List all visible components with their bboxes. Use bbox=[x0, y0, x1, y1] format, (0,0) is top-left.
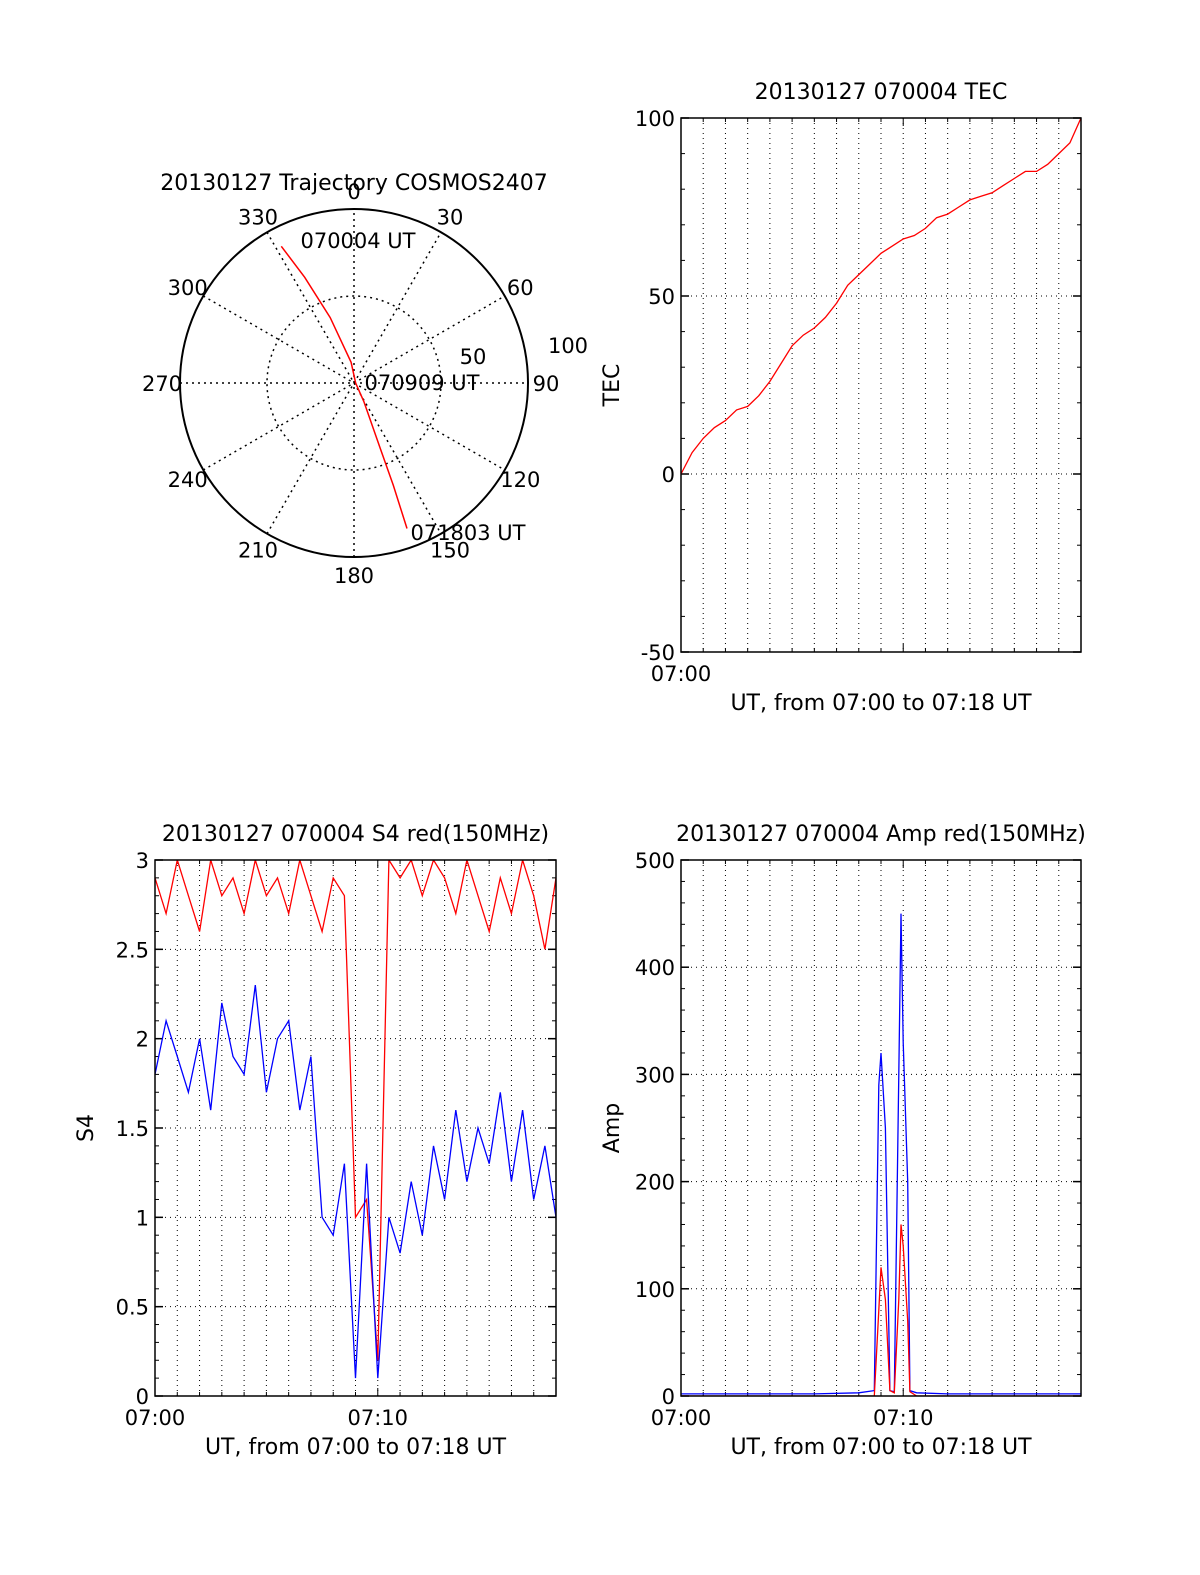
y-tick-label: 0 bbox=[136, 1385, 149, 1409]
angle-tick-label: 120 bbox=[500, 468, 540, 492]
angle-tick-label: 180 bbox=[334, 564, 374, 588]
plot-frame bbox=[154, 859, 557, 1397]
series-line-1 bbox=[681, 1224, 1081, 1396]
plot-frame bbox=[680, 117, 1082, 653]
y-axis-label: S4 bbox=[74, 1114, 99, 1142]
radial-tick-label: 50 bbox=[460, 345, 487, 369]
x-axis-label: UT, from 07:00 to 07:18 UT bbox=[730, 691, 1032, 716]
x-tick-label: 07:00 bbox=[651, 662, 712, 686]
x-tick-label: 07:10 bbox=[873, 1406, 934, 1430]
x-tick-label: 07:10 bbox=[348, 1406, 409, 1430]
trajectory-line bbox=[280, 245, 408, 529]
x-tick-label: 07:00 bbox=[651, 1406, 712, 1430]
chart-title: 20130127 070004 Amp red(150MHz) bbox=[676, 822, 1086, 847]
angle-tick-label: 0 bbox=[347, 180, 360, 204]
s4-line-chart: 20130127 070004 S4 red(150MHz) 0 0.5 1 1.5 2 2… bbox=[74, 822, 557, 1460]
chart-title: 20130127 070004 TEC bbox=[755, 80, 1008, 105]
angle-tick-label: 240 bbox=[168, 468, 208, 492]
y-tick-label: 0.5 bbox=[116, 1296, 149, 1320]
y-tick-label: 1 bbox=[136, 1206, 149, 1230]
y-tick-label: 500 bbox=[635, 849, 675, 873]
x-axis-label: UT, from 07:00 to 07:18 UT bbox=[730, 1435, 1032, 1460]
y-axis-label: Amp bbox=[600, 1103, 625, 1153]
y-tick-label: 2 bbox=[136, 1028, 149, 1052]
chart-title: 20130127 070004 S4 red(150MHz) bbox=[162, 822, 549, 847]
y-tick-label: 0 bbox=[662, 1385, 675, 1409]
y-tick-label: 300 bbox=[635, 1063, 675, 1087]
radial-tick-label: 100 bbox=[548, 334, 588, 358]
y-tick-label: 200 bbox=[635, 1171, 675, 1195]
y-tick-label: 50 bbox=[648, 285, 675, 309]
angle-tick-label: 30 bbox=[437, 206, 464, 230]
chart-title: 20130127 Trajectory COSMOS2407 bbox=[160, 171, 547, 196]
plot-frame bbox=[680, 859, 1082, 1397]
angle-tick-label: 330 bbox=[238, 206, 278, 230]
y-tick-label: 2.5 bbox=[116, 938, 149, 962]
tec-line-chart: 20130127 070004 TEC -50 0 50 100 07:00 UT, fro… bbox=[600, 80, 1082, 716]
y-tick-label: 1.5 bbox=[116, 1117, 149, 1141]
trajectory-time-annotation: 071803 UT bbox=[410, 521, 525, 545]
y-tick-label: -50 bbox=[641, 641, 675, 665]
y-tick-label: 100 bbox=[635, 1278, 675, 1302]
series-line-0 bbox=[681, 118, 1081, 475]
x-axis-label: UT, from 07:00 to 07:18 UT bbox=[205, 1435, 507, 1460]
angle-tick-label: 150 bbox=[430, 538, 470, 562]
amp-line-chart: 20130127 070004 Amp red(150MHz) 0 100 200 30… bbox=[600, 822, 1086, 1460]
y-axis-label: TEC bbox=[600, 364, 625, 408]
trajectory-time-annotation: 070909 UT bbox=[364, 371, 479, 395]
y-tick-label: 3 bbox=[136, 849, 149, 873]
y-tick-label: 100 bbox=[635, 107, 675, 131]
y-tick-label: 0 bbox=[662, 463, 675, 487]
angle-tick-label: 210 bbox=[238, 538, 278, 562]
series-line-0 bbox=[155, 860, 556, 1361]
polar-grid-spoke bbox=[266, 231, 442, 535]
trajectory-time-annotation: 070004 UT bbox=[300, 229, 415, 253]
angle-tick-label: 270 bbox=[142, 372, 182, 396]
y-tick-label: 400 bbox=[635, 956, 675, 980]
angle-tick-label: 90 bbox=[533, 372, 560, 396]
angle-tick-label: 300 bbox=[168, 276, 208, 300]
angle-tick-label: 60 bbox=[507, 276, 534, 300]
series-line-1 bbox=[155, 985, 556, 1379]
polar-grid-circle bbox=[266, 295, 442, 471]
x-tick-label: 07:00 bbox=[125, 1406, 186, 1430]
